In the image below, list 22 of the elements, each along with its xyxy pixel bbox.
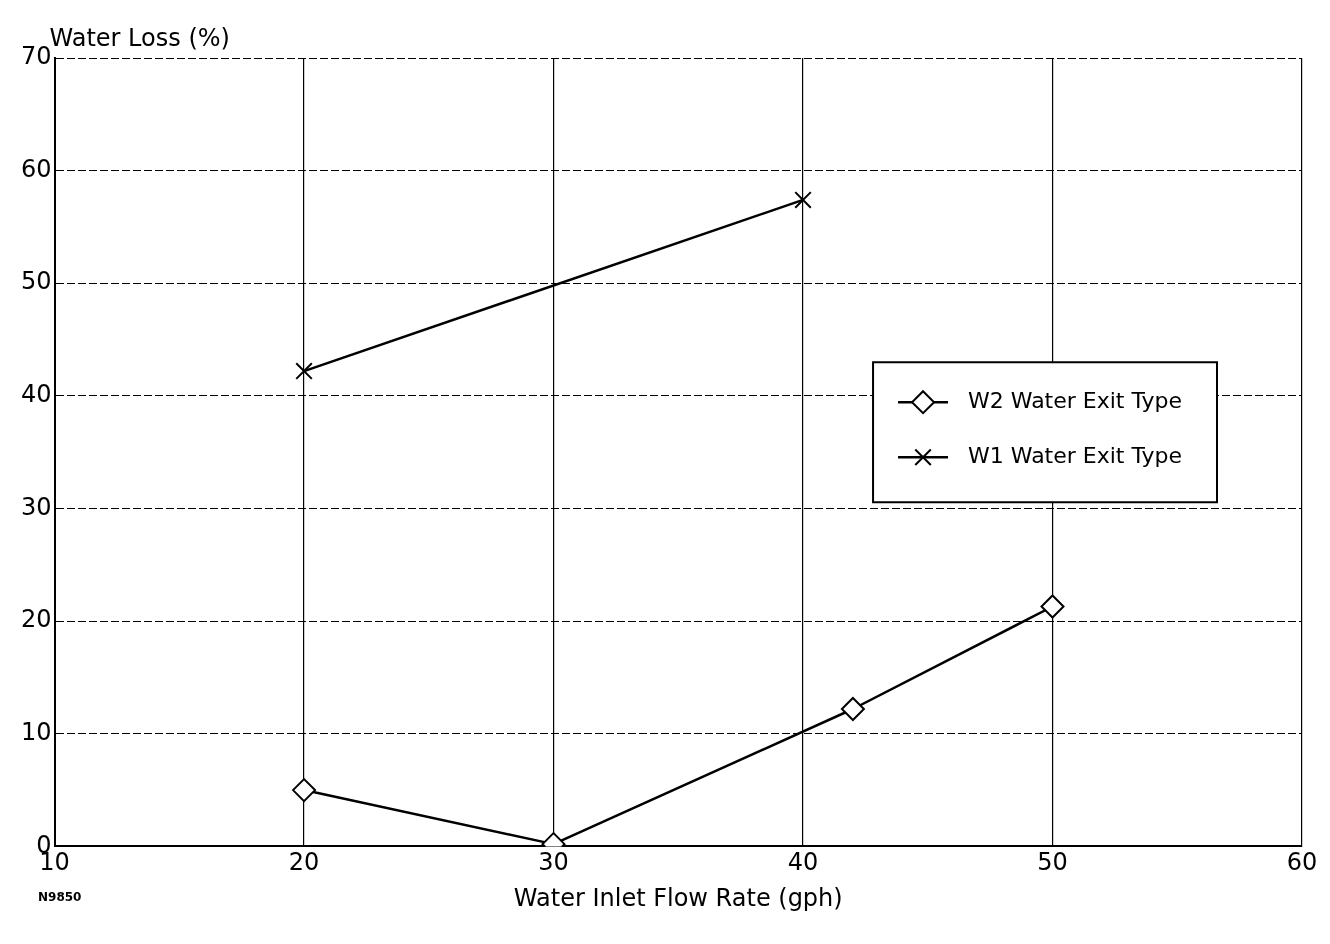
point: [295, 362, 313, 380]
y-tick-label: 30: [20, 492, 52, 521]
text: N9850: [38, 890, 82, 905]
y-axis-title: Water Loss (%): [49, 24, 230, 53]
x-tick-label: 20: [288, 848, 320, 877]
legend-label: W2 Water Exit Type: [968, 387, 1182, 413]
point: [794, 191, 812, 209]
x-tick-label: 50: [1037, 848, 1068, 877]
x-tick-label: 30: [538, 848, 569, 877]
point: [1040, 594, 1065, 619]
point: [840, 696, 865, 721]
legend-label: W1 Water Exit Type: [968, 442, 1182, 468]
y-tick-label: 50: [20, 267, 52, 296]
point: [292, 778, 317, 803]
x-axis-title: Water Inlet Flow Rate (gph): [513, 883, 843, 912]
y-tick-label: 60: [20, 154, 52, 183]
y-tick-label: 20: [20, 605, 52, 634]
y-tick-label: 40: [20, 380, 52, 409]
x-tick-label: 40: [787, 848, 819, 877]
y-tick-label: 70: [20, 42, 52, 71]
y-tick-label: 10: [20, 718, 52, 747]
x-tick-label: 60: [1286, 848, 1318, 877]
